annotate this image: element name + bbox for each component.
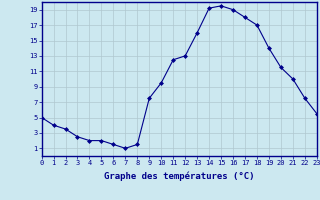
- X-axis label: Graphe des températures (°C): Graphe des températures (°C): [104, 172, 254, 181]
